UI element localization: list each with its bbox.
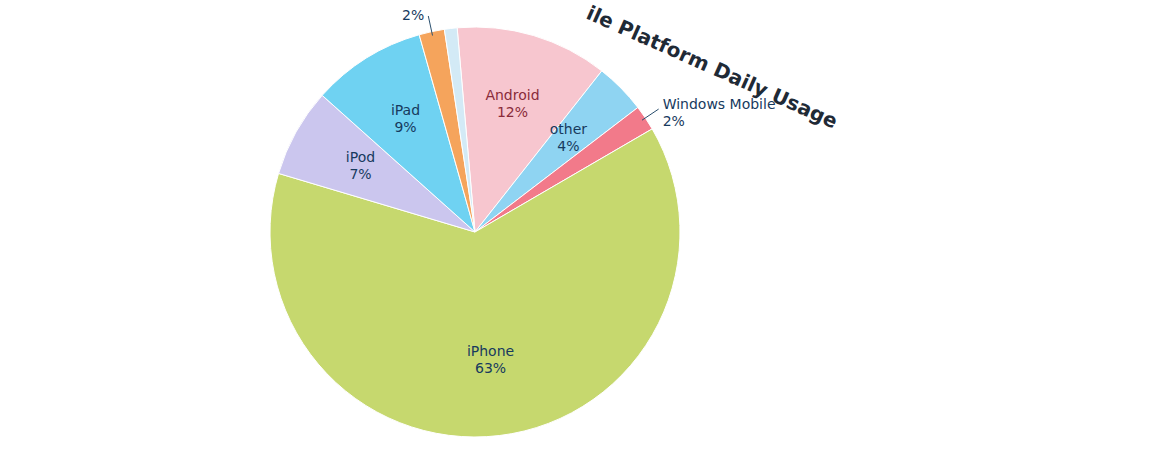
- value-label: 9%: [394, 119, 416, 135]
- value-label: 63%: [475, 360, 506, 376]
- pie: [270, 27, 680, 437]
- category-label: other: [550, 121, 588, 137]
- leader-line: [428, 16, 432, 36]
- data-label: 2%: [402, 7, 424, 23]
- category-label: iPod: [346, 149, 375, 165]
- value-label: 7%: [349, 166, 371, 182]
- data-label: iPod7%: [346, 149, 375, 182]
- data-label: iPhone63%: [467, 343, 514, 376]
- data-label: Windows Mobile2%: [663, 96, 776, 129]
- pie-slice: [444, 28, 475, 232]
- value-label: 2%: [402, 7, 424, 23]
- category-label: Android: [485, 87, 539, 103]
- chart-title: ile Platform Daily Usage: [583, 1, 841, 134]
- value-label: 2%: [663, 113, 685, 129]
- chart: Android12% other4% Windows Mobile2% iPhone6…: [0, 0, 1150, 450]
- value-label: 4%: [557, 138, 579, 154]
- data-label: Android12%: [485, 87, 539, 120]
- category-label: iPhone: [467, 343, 514, 359]
- data-label: other4%: [550, 121, 588, 154]
- category-label: iPad: [391, 102, 420, 118]
- background: [0, 0, 1150, 450]
- data-label: iPad9%: [391, 102, 420, 135]
- value-label: 12%: [497, 104, 528, 120]
- leader-line: [642, 109, 659, 120]
